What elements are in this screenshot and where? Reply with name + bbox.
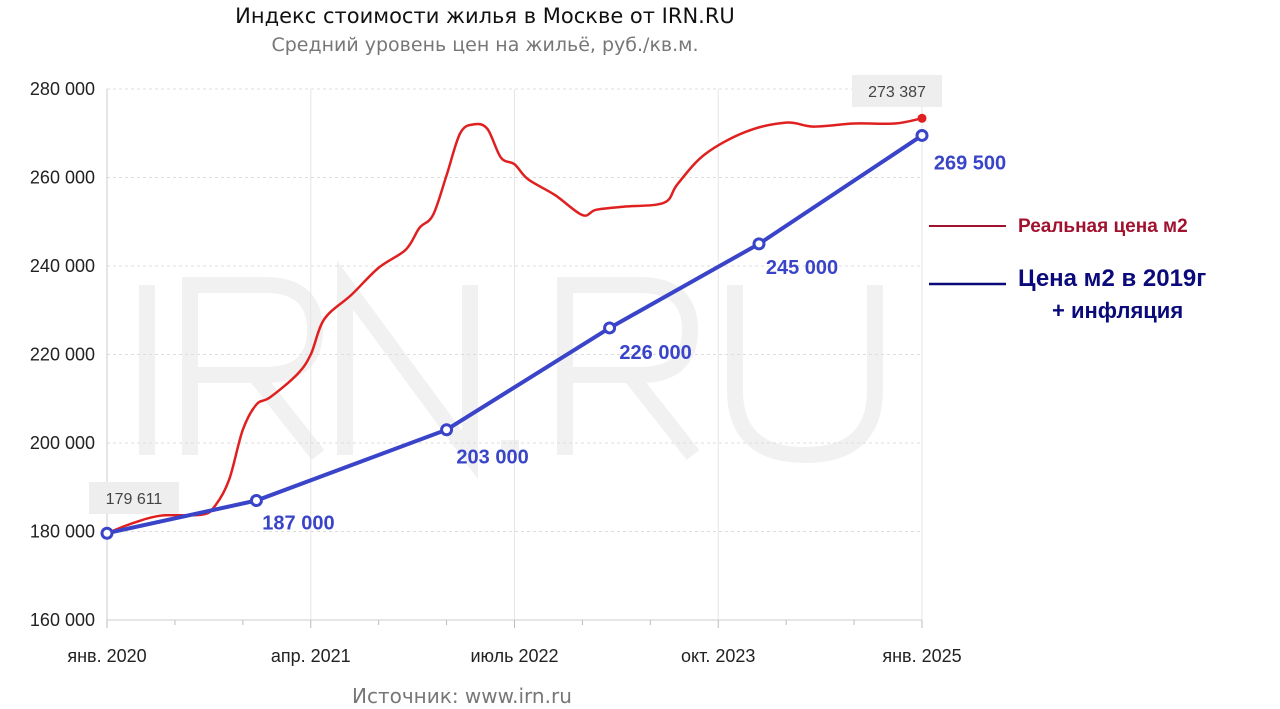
start-value-label-box [89, 482, 179, 514]
point-inflation [249, 494, 263, 508]
data-label: 245 000 [766, 257, 838, 279]
legend-label-inflation-1: Цена м2 в 2019г [1018, 265, 1206, 292]
legend-label-real: Реальная цена м2 [1018, 216, 1188, 237]
series-line-real-price [106, 117, 923, 535]
watermark-letter-r1 [182, 277, 325, 460]
chart-subtitle: Средний уровень цен на жильё, руб./кв.м. [271, 34, 699, 56]
y-tick-label: 200 000 [30, 433, 95, 453]
y-tick-label: 240 000 [30, 256, 95, 276]
data-label: 203 000 [456, 447, 528, 469]
point-real-end [917, 113, 927, 123]
watermark-letter-n [337, 260, 478, 480]
y-tick-label: 280 000 [30, 79, 95, 99]
series-line-inflation [106, 133, 924, 536]
legend-label-inflation-2: + инфляция [1052, 298, 1183, 323]
y-tick-label: 220 000 [30, 345, 95, 365]
y-tick-label: 160 000 [30, 610, 95, 630]
y-tick-label: 180 000 [30, 522, 95, 542]
data-label: 269 500 [934, 152, 1006, 174]
x-tick-label: янв. 2025 [882, 646, 961, 666]
point-inflation [440, 423, 454, 437]
start-value-label: 179 611 [106, 491, 163, 508]
watermark-letter-u [727, 285, 883, 464]
source-note: Источник: www.irn.ru [352, 684, 572, 708]
point-inflation [603, 321, 617, 335]
point-inflation [100, 526, 114, 540]
x-tick-label: янв. 2020 [67, 646, 146, 666]
y-tick-label: 260 000 [30, 168, 95, 188]
end-value-label: 273 387 [868, 84, 926, 101]
x-tick-label: июль 2022 [470, 646, 558, 666]
point-inflation [752, 237, 766, 251]
x-tick-label: апр. 2021 [271, 646, 351, 666]
watermark-letter-r2 [557, 277, 700, 460]
watermark-logo [139, 260, 883, 480]
data-label: 226 000 [619, 342, 691, 364]
legend: Реальная цена м2 Цена м2 в 2019г + инфля… [929, 216, 1206, 323]
chart-title: Индекс стоимости жилья в Москве от IRN.R… [235, 4, 735, 28]
end-value-label-box [852, 75, 942, 107]
x-tick-label: окт. 2023 [681, 646, 755, 666]
point-inflation [915, 128, 929, 142]
data-label: 187 000 [262, 513, 334, 535]
